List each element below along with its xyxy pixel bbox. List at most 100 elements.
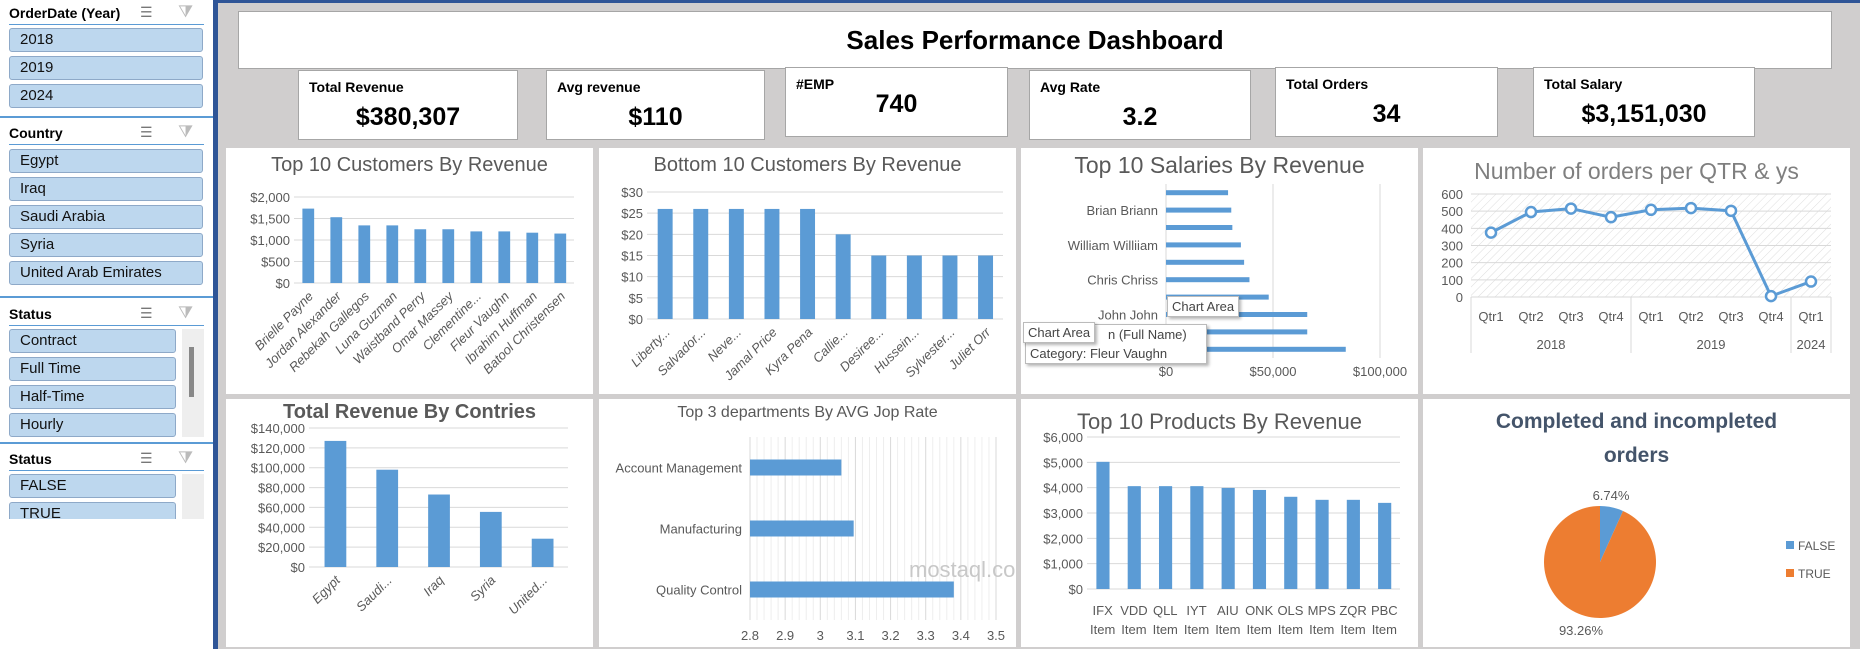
tick-label: Qtr1 <box>1638 309 1663 324</box>
bar[interactable] <box>728 208 744 319</box>
bar[interactable] <box>358 225 371 283</box>
bar[interactable] <box>414 229 427 283</box>
slicer-item[interactable]: Egypt <box>9 149 203 173</box>
bar[interactable] <box>428 494 450 567</box>
pie-slice-false[interactable] <box>1600 506 1624 562</box>
bar[interactable] <box>1252 489 1267 589</box>
tick-label: OLS <box>1277 603 1303 618</box>
data-point[interactable] <box>1684 201 1698 215</box>
bar[interactable] <box>871 255 887 320</box>
bar[interactable] <box>1315 499 1329 589</box>
bar[interactable] <box>1346 499 1360 589</box>
multi-select-icon[interactable]: ☰ <box>140 305 153 321</box>
slicer-item[interactable]: TRUE <box>9 502 176 519</box>
bar[interactable] <box>479 511 502 567</box>
slicer-divider <box>0 442 213 444</box>
slicer-item[interactable]: Half-Time <box>9 385 176 409</box>
bar[interactable] <box>693 208 709 319</box>
kpi-label: #EMP <box>796 76 835 92</box>
multi-select-icon[interactable]: ☰ <box>140 450 153 466</box>
bar[interactable] <box>324 440 347 567</box>
bar[interactable] <box>1284 496 1298 589</box>
dashboard-title: Sales Performance Dashboard <box>238 11 1832 69</box>
bar[interactable] <box>554 233 567 283</box>
slicer-scrollbar[interactable] <box>182 329 204 437</box>
data-point[interactable] <box>1804 275 1818 288</box>
bar[interactable] <box>978 255 994 320</box>
slicer-title: Status <box>9 306 52 322</box>
bar[interactable] <box>800 208 816 319</box>
bar[interactable] <box>1166 190 1229 196</box>
slicer-item[interactable]: Contract <box>9 329 176 353</box>
bar[interactable] <box>1127 486 1141 589</box>
bar[interactable] <box>1166 259 1245 265</box>
multi-select-icon[interactable]: ☰ <box>140 124 153 140</box>
slicer-item[interactable]: 2019 <box>9 56 203 80</box>
bar[interactable] <box>302 208 315 283</box>
slicer-item[interactable]: Hourly <box>9 413 176 437</box>
tick-label: Item <box>1278 622 1303 637</box>
slicer-item[interactable]: 2018 <box>9 28 203 52</box>
chart-top10cust[interactable]: $0 $500 $1,000 $1,500 $2,000 Brielle Payne Jor… <box>226 148 593 394</box>
chart-orders_qtr[interactable]: 0 100 200 300 400 500 600 Qtr1 Qtr2 Qtr3 Qtr4 Qtr1 Q… <box>1423 148 1850 394</box>
slicer-item[interactable]: Iraq <box>9 177 203 201</box>
tick-label: Item <box>1340 622 1365 637</box>
data-point[interactable] <box>1524 205 1538 219</box>
bar[interactable] <box>657 208 673 319</box>
bar[interactable] <box>750 520 854 537</box>
bar[interactable] <box>1158 486 1173 589</box>
chart-bottom10cust[interactable]: $0 $5 $10 $15 $20 $25 $30 Liberty... Salvador...… <box>599 148 1016 394</box>
clear-filter-icon[interactable]: ⧩ <box>178 122 194 141</box>
bar[interactable] <box>764 208 780 319</box>
data-point[interactable] <box>1644 203 1658 217</box>
bar[interactable] <box>470 231 483 283</box>
bar[interactable] <box>498 231 511 283</box>
multi-select-icon[interactable]: ☰ <box>140 4 153 20</box>
chart-departments[interactable]: 2.8 2.9 3 3.1 3.2 3.3 3.4 3.5 Account Management… <box>599 399 1016 647</box>
bar[interactable] <box>526 232 539 283</box>
clear-filter-icon[interactable]: ⧩ <box>178 303 194 322</box>
bar[interactable] <box>376 469 399 567</box>
bar[interactable] <box>1190 486 1204 589</box>
bar[interactable] <box>1166 225 1233 230</box>
slicer-item[interactable]: FALSE <box>9 474 176 498</box>
bar[interactable] <box>906 255 922 320</box>
bar[interactable] <box>1096 461 1110 589</box>
data-point[interactable] <box>1484 226 1498 239</box>
bar[interactable] <box>942 255 958 320</box>
bar[interactable] <box>1166 242 1241 248</box>
data-point[interactable] <box>1764 289 1778 303</box>
bar[interactable] <box>1166 277 1250 283</box>
slicer-item[interactable]: United Arab Emirates <box>9 261 203 285</box>
bar[interactable] <box>330 217 343 283</box>
chart-completed[interactable]: 6.74% 93.26% FALSE TRUE Completed and incomp… <box>1423 399 1850 647</box>
slicer-item[interactable]: Syria <box>9 233 203 257</box>
slicer-item[interactable]: Full Time <box>9 357 176 381</box>
bar[interactable] <box>750 459 842 476</box>
bar[interactable] <box>531 538 554 567</box>
bar[interactable] <box>1166 346 1346 352</box>
clear-filter-icon[interactable]: ⧩ <box>178 448 194 467</box>
slicer-item[interactable]: Saudi Arabia <box>9 205 203 229</box>
clear-filter-icon[interactable]: ⧩ <box>178 2 194 21</box>
bar[interactable] <box>1166 207 1232 213</box>
tick-label: $5 <box>629 291 643 306</box>
bar[interactable] <box>442 229 455 283</box>
chart-rev_country[interactable]: $0 $20,000 $40,000 $60,000 $80,000 $100,000 $1… <box>226 399 593 647</box>
bar[interactable] <box>1166 329 1308 335</box>
bar[interactable] <box>835 234 851 319</box>
data-point[interactable] <box>1724 204 1738 218</box>
pie-slice-true[interactable] <box>1544 506 1656 618</box>
bar[interactable] <box>1221 487 1235 589</box>
scrollbar-thumb[interactable] <box>189 347 194 397</box>
data-point[interactable] <box>1604 210 1618 224</box>
bar[interactable] <box>1378 502 1392 589</box>
bar[interactable] <box>386 225 399 283</box>
slicer-item[interactable]: 2024 <box>9 84 203 108</box>
chart-salaries[interactable]: $0 $50,000 $100,000 Brian Briann William Wil… <box>1021 148 1418 394</box>
data-point[interactable] <box>1564 202 1578 215</box>
tick-label: $15 <box>621 249 643 264</box>
slicer-scrollbar[interactable] <box>182 474 204 519</box>
bar[interactable] <box>750 581 954 598</box>
chart-products[interactable]: $0 $1,000 $2,000 $3,000 $4,000 $5,000 $6,000 IF… <box>1021 399 1418 647</box>
